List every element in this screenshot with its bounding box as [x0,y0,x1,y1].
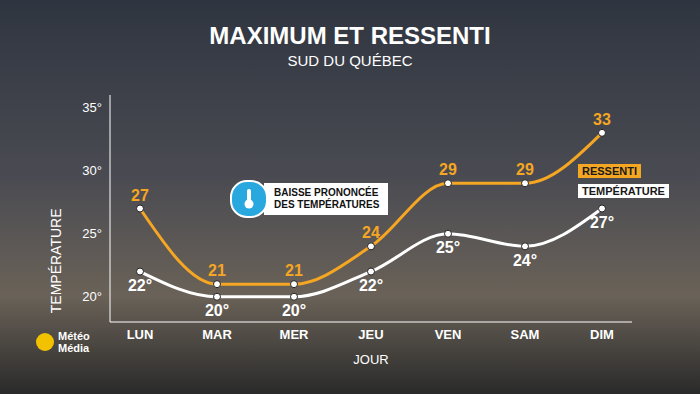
svg-text:MER: MER [280,327,310,342]
svg-text:25°: 25° [82,226,102,241]
svg-text:33: 33 [593,111,611,128]
svg-text:24°: 24° [513,252,537,269]
svg-text:30°: 30° [82,163,102,178]
svg-text:20°: 20° [82,289,102,304]
svg-text:27: 27 [131,187,149,204]
svg-text:LUN: LUN [127,327,154,342]
svg-text:21: 21 [285,262,303,279]
svg-text:MAR: MAR [202,327,232,342]
svg-text:20°: 20° [205,302,229,319]
svg-text:VEN: VEN [435,327,462,342]
html-text:Météo Média: Météo Média [58,330,90,354]
html-text:MAXIMUM ET RESSENTI: MAXIMUM ET RESSENTI [209,22,491,49]
html-text:RESSENTI: RESSENTI [582,165,637,177]
svg-text:JEU: JEU [358,327,383,342]
html-text:BAISSE PRONONCÉE DES TEMPÉRATU: BAISSE PRONONCÉE DES TEMPÉRATURES [274,187,380,210]
svg-text:29: 29 [439,161,457,178]
svg-text:35°: 35° [82,100,102,115]
svg-text:JOUR: JOUR [353,352,388,367]
svg-text:29: 29 [516,161,534,178]
svg-text:21: 21 [208,262,226,279]
svg-text:DIM: DIM [590,327,614,342]
svg-text:22°: 22° [359,277,383,294]
html-text:TEMPÉRATURE: TEMPÉRATURE [582,185,665,197]
html-text:SUD DU QUÉBEC: SUD DU QUÉBEC [287,52,413,69]
svg-text:20°: 20° [282,302,306,319]
svg-text:25°: 25° [436,239,460,256]
svg-text:22°: 22° [128,277,152,294]
svg-text:TEMPÉRATURE: TEMPÉRATURE [48,209,64,314]
svg-text:27°: 27° [590,214,614,231]
svg-text:24: 24 [362,224,380,241]
svg-text:SAM: SAM [511,327,540,342]
